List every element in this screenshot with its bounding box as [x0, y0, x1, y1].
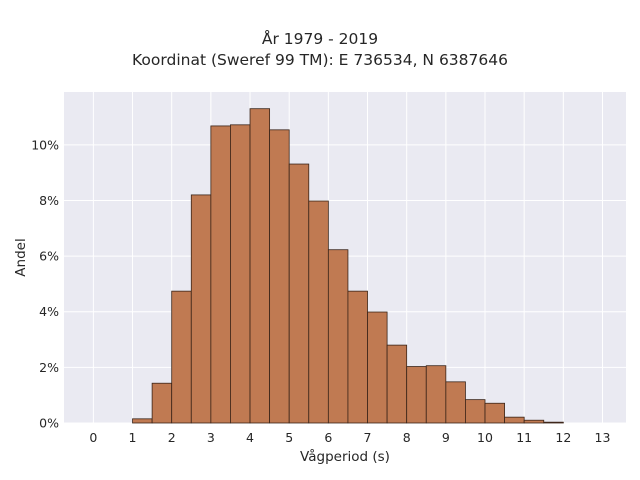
x-tick-label: 1 — [129, 430, 137, 445]
histogram-bar — [367, 311, 388, 424]
x-tick-label: 5 — [285, 430, 293, 445]
x-tick-label: 12 — [555, 430, 571, 445]
chart-subtitle: Koordinat (Sweref 99 TM): E 736534, N 63… — [132, 51, 508, 69]
histogram-bars — [132, 108, 564, 424]
x-axis-label: Vågperiod (s) — [300, 448, 390, 465]
histogram-bar — [288, 163, 310, 424]
y-tick-label: 8% — [39, 193, 59, 208]
y-tick-label: 10% — [31, 137, 59, 152]
x-tick-label: 13 — [595, 430, 611, 445]
y-axis-ticks: 0% 2% 4% 6% 8% 10% — [31, 137, 59, 430]
x-tick-label: 7 — [364, 430, 372, 445]
histogram-bar — [347, 290, 368, 424]
histogram-bar — [132, 418, 153, 424]
histogram-bar — [151, 382, 173, 424]
y-tick-label: 2% — [39, 360, 59, 375]
histogram-bar — [523, 419, 545, 424]
histogram-bar — [425, 365, 447, 424]
y-tick-label: 4% — [39, 304, 59, 319]
histogram-bar — [190, 194, 212, 424]
x-tick-label: 0 — [89, 430, 97, 445]
x-tick-label: 6 — [324, 430, 332, 445]
histogram-bar — [484, 402, 505, 424]
y-axis-label: Andel — [13, 238, 29, 276]
histogram-bar — [249, 108, 271, 424]
histogram-bar — [269, 129, 290, 424]
y-tick-label: 0% — [39, 416, 59, 431]
histogram-bar — [445, 381, 466, 424]
y-tick-label: 6% — [39, 249, 59, 264]
x-tick-label: 11 — [516, 430, 532, 445]
x-tick-label: 3 — [207, 430, 215, 445]
histogram-bar — [386, 344, 408, 424]
histogram-bar — [230, 124, 251, 424]
x-tick-label: 8 — [403, 430, 411, 445]
x-tick-label: 4 — [246, 430, 254, 445]
x-tick-label: 2 — [168, 430, 176, 445]
histogram-bar — [327, 249, 349, 424]
histogram-bar — [504, 416, 525, 424]
x-tick-label: 10 — [477, 430, 493, 445]
histogram-bar — [308, 200, 329, 424]
histogram-bar — [210, 125, 231, 424]
histogram-bar — [465, 399, 486, 424]
histogram-bar — [543, 421, 564, 424]
x-axis-ticks: 0 1 2 3 4 5 6 7 8 9 10 11 12 13 — [89, 430, 610, 445]
histogram-bar — [171, 290, 192, 424]
x-tick-label: 9 — [442, 430, 450, 445]
histogram-bar — [406, 366, 427, 424]
chart-title: År 1979 - 2019 — [261, 30, 379, 48]
